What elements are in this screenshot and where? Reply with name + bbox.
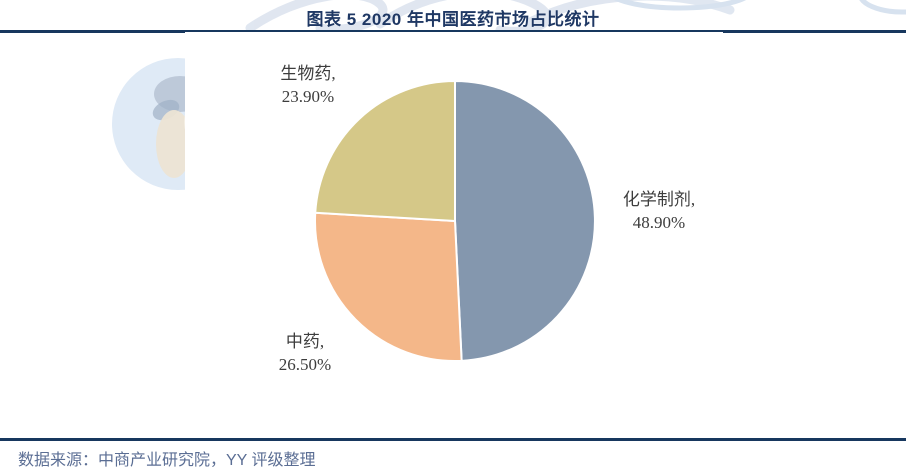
pie-label-tcm-value: 26.50% <box>278 355 332 374</box>
pie-label-biologic-name: 生物药, <box>280 64 336 83</box>
pie-slice-biologic <box>314 80 456 222</box>
pie-label-chemical: 化学制剂, 48.90% <box>594 188 724 234</box>
pie-slice-chemical <box>454 80 596 362</box>
source-note: 数据来源：中商产业研究院，YY 评级整理 <box>18 452 316 469</box>
title-rule <box>0 30 906 33</box>
figure-title: 图表 5 2020 年中国医药市场占比统计 <box>306 10 600 29</box>
pie-label-biologic-value: 23.90% <box>281 87 335 106</box>
pie-label-biologic: 生物药, 23.90% <box>243 62 373 108</box>
pie-label-chemical-name: 化学制剂, <box>622 190 696 209</box>
pie-label-tcm-name: 中药, <box>285 332 325 351</box>
footer-rule <box>0 438 906 441</box>
pie-slice-tcm <box>314 211 463 362</box>
pie-label-chemical-value: 48.90% <box>632 213 686 232</box>
pie-chart <box>314 80 596 362</box>
pie-label-tcm: 中药, 26.50% <box>240 330 370 376</box>
